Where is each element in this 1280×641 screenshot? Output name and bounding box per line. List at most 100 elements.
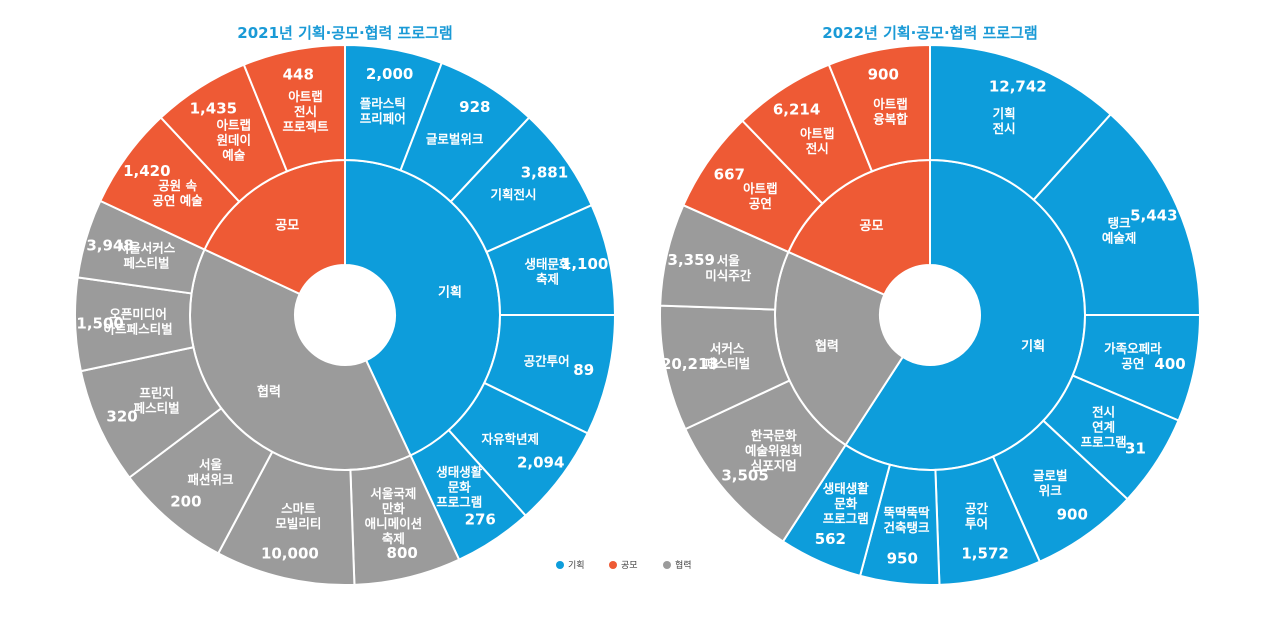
category-label: 협력 xyxy=(815,339,839,355)
program-label-line: 패션위크 xyxy=(188,472,235,487)
chart-title: 2021년 기획·공모·협력 프로그램 xyxy=(237,24,452,42)
program-label-line: 전시 xyxy=(294,104,317,119)
program-label-line: 융복합 xyxy=(873,111,908,126)
center-hole xyxy=(880,265,980,365)
program-label-line: 페스티벌 xyxy=(124,256,170,271)
program-label-line: 위크 xyxy=(1039,483,1063,498)
program-value: 200 xyxy=(170,492,201,510)
program-label: 뚝딱뚝딱 건축탱크 xyxy=(884,505,931,535)
program-value: 31 xyxy=(1125,439,1146,457)
program-value: 667 xyxy=(714,165,745,183)
program-value: 2,094 xyxy=(517,453,564,471)
legend-label: 협력 xyxy=(675,559,692,571)
program-value: 1,572 xyxy=(961,545,1008,563)
program-label: 플라스틱 프리페어 xyxy=(360,96,406,126)
center-hole xyxy=(295,265,395,365)
legend: 기획 공모 협력 xyxy=(556,559,692,571)
legend-swatch xyxy=(609,561,617,569)
program-label-line: 투어 xyxy=(965,516,988,531)
program-label: 기획전시 xyxy=(491,187,537,202)
program-label: 서울 미식주간 xyxy=(705,253,752,283)
category-label: 기획 xyxy=(438,285,462,301)
program-value: 950 xyxy=(887,549,918,567)
program-label-line: 글로벌 xyxy=(1033,468,1068,483)
category-label: 공모 xyxy=(859,219,883,234)
program-value: 10,000 xyxy=(261,545,319,563)
program-label: 자유학년제 xyxy=(482,432,540,447)
program-value: 1,100 xyxy=(561,255,608,273)
program-label-line: 오픈미디어 xyxy=(109,307,167,322)
program-value: 562 xyxy=(815,530,846,548)
program-label: 서울 패션위크 xyxy=(188,457,235,487)
program-label-line: 프로그램 xyxy=(1081,435,1127,450)
program-value: 928 xyxy=(459,98,490,116)
program-label-line: 아트랩 xyxy=(873,96,908,111)
legend-swatch xyxy=(556,561,564,569)
program-label-line: 프리페어 xyxy=(360,111,406,126)
program-label: 서울국제 만화 애니메이션 축제 xyxy=(365,486,423,546)
program-value: 2,000 xyxy=(366,65,413,83)
program-label-line: 프로그램 xyxy=(823,511,869,526)
program-label-line: 생태생활 xyxy=(823,481,870,496)
legend-label: 기획 xyxy=(568,559,585,571)
program-label-line: 프로그램 xyxy=(436,495,482,510)
program-value: 900 xyxy=(868,66,899,84)
program-label-line: 프린지 xyxy=(139,385,174,400)
program-label: 서울서커스 페스티벌 xyxy=(118,241,176,271)
program-segment xyxy=(242,43,346,173)
program-value: 89 xyxy=(573,361,594,379)
program-label-line: 아트랩 xyxy=(288,89,323,104)
program-label-line: 전시 xyxy=(1092,405,1115,420)
program-label-line: 프로젝트 xyxy=(282,119,329,134)
program-label-line: 공간 xyxy=(965,501,989,516)
program-label-line: 서울 xyxy=(199,457,223,472)
program-label: 아트랩 융복합 xyxy=(873,96,908,126)
program-label-line: 아트랩 xyxy=(800,126,835,141)
program-label-line: 공간투어 xyxy=(524,354,570,369)
program-label-line: 가족오페라 xyxy=(1104,341,1162,356)
program-label-line: 전시 xyxy=(806,141,829,156)
program-label-line: 자유학년제 xyxy=(482,432,540,447)
program-label-line: 스마트 xyxy=(281,501,316,516)
program-label-line: 공연 예술 xyxy=(152,193,203,208)
program-label: 공원 속 공연 예술 xyxy=(152,178,203,208)
program-segment xyxy=(827,43,931,173)
program-value: 6,214 xyxy=(773,101,820,119)
program-label-line: 심포지엄 xyxy=(751,458,797,473)
program-label-line: 예술위원회 xyxy=(745,443,803,458)
program-label: 스마트 모빌리티 xyxy=(275,501,321,531)
program-label-line: 전시 xyxy=(993,121,1016,136)
program-value: 800 xyxy=(387,544,418,562)
program-value: 12,742 xyxy=(989,77,1047,95)
program-label: 생태생활 문화 프로그램 xyxy=(823,481,870,526)
program-value: 276 xyxy=(465,510,496,528)
program-label: 아트랩 전시 xyxy=(800,126,835,156)
program-value: 400 xyxy=(1154,355,1185,373)
program-label: 아트랩 전시 프로젝트 xyxy=(282,89,329,134)
program-label: 프린지 페스티벌 xyxy=(134,385,180,415)
program-label: 아트랩 원데이 예술 xyxy=(217,117,252,162)
program-label: 전시 연계 프로그램 xyxy=(1081,405,1127,450)
program-label-line: 공연 xyxy=(749,196,772,211)
program-label-line: 아트랩 xyxy=(217,117,252,132)
program-label: 서커스 페스티벌 xyxy=(704,341,750,371)
program-label-line: 아트랩 xyxy=(743,181,778,196)
program-label-line: 아트페스티벌 xyxy=(104,322,173,337)
program-label-line: 서울 xyxy=(717,253,741,268)
program-label-line: 뚝딱뚝딱 xyxy=(884,505,931,520)
program-label-line: 예술 xyxy=(222,147,246,162)
program-label: 공간투어 xyxy=(524,354,570,369)
program-label-line: 플라스틱 xyxy=(360,96,406,111)
program-value: 1,435 xyxy=(190,99,237,117)
category-label: 공모 xyxy=(275,218,299,233)
program-label-line: 만화 xyxy=(382,501,406,516)
program-label: 한국문화 예술위원회 심포지엄 xyxy=(745,428,803,473)
program-label: 글로벌위크 xyxy=(426,131,484,146)
chart-title: 2022년 기획·공모·협력 프로그램 xyxy=(822,24,1037,42)
